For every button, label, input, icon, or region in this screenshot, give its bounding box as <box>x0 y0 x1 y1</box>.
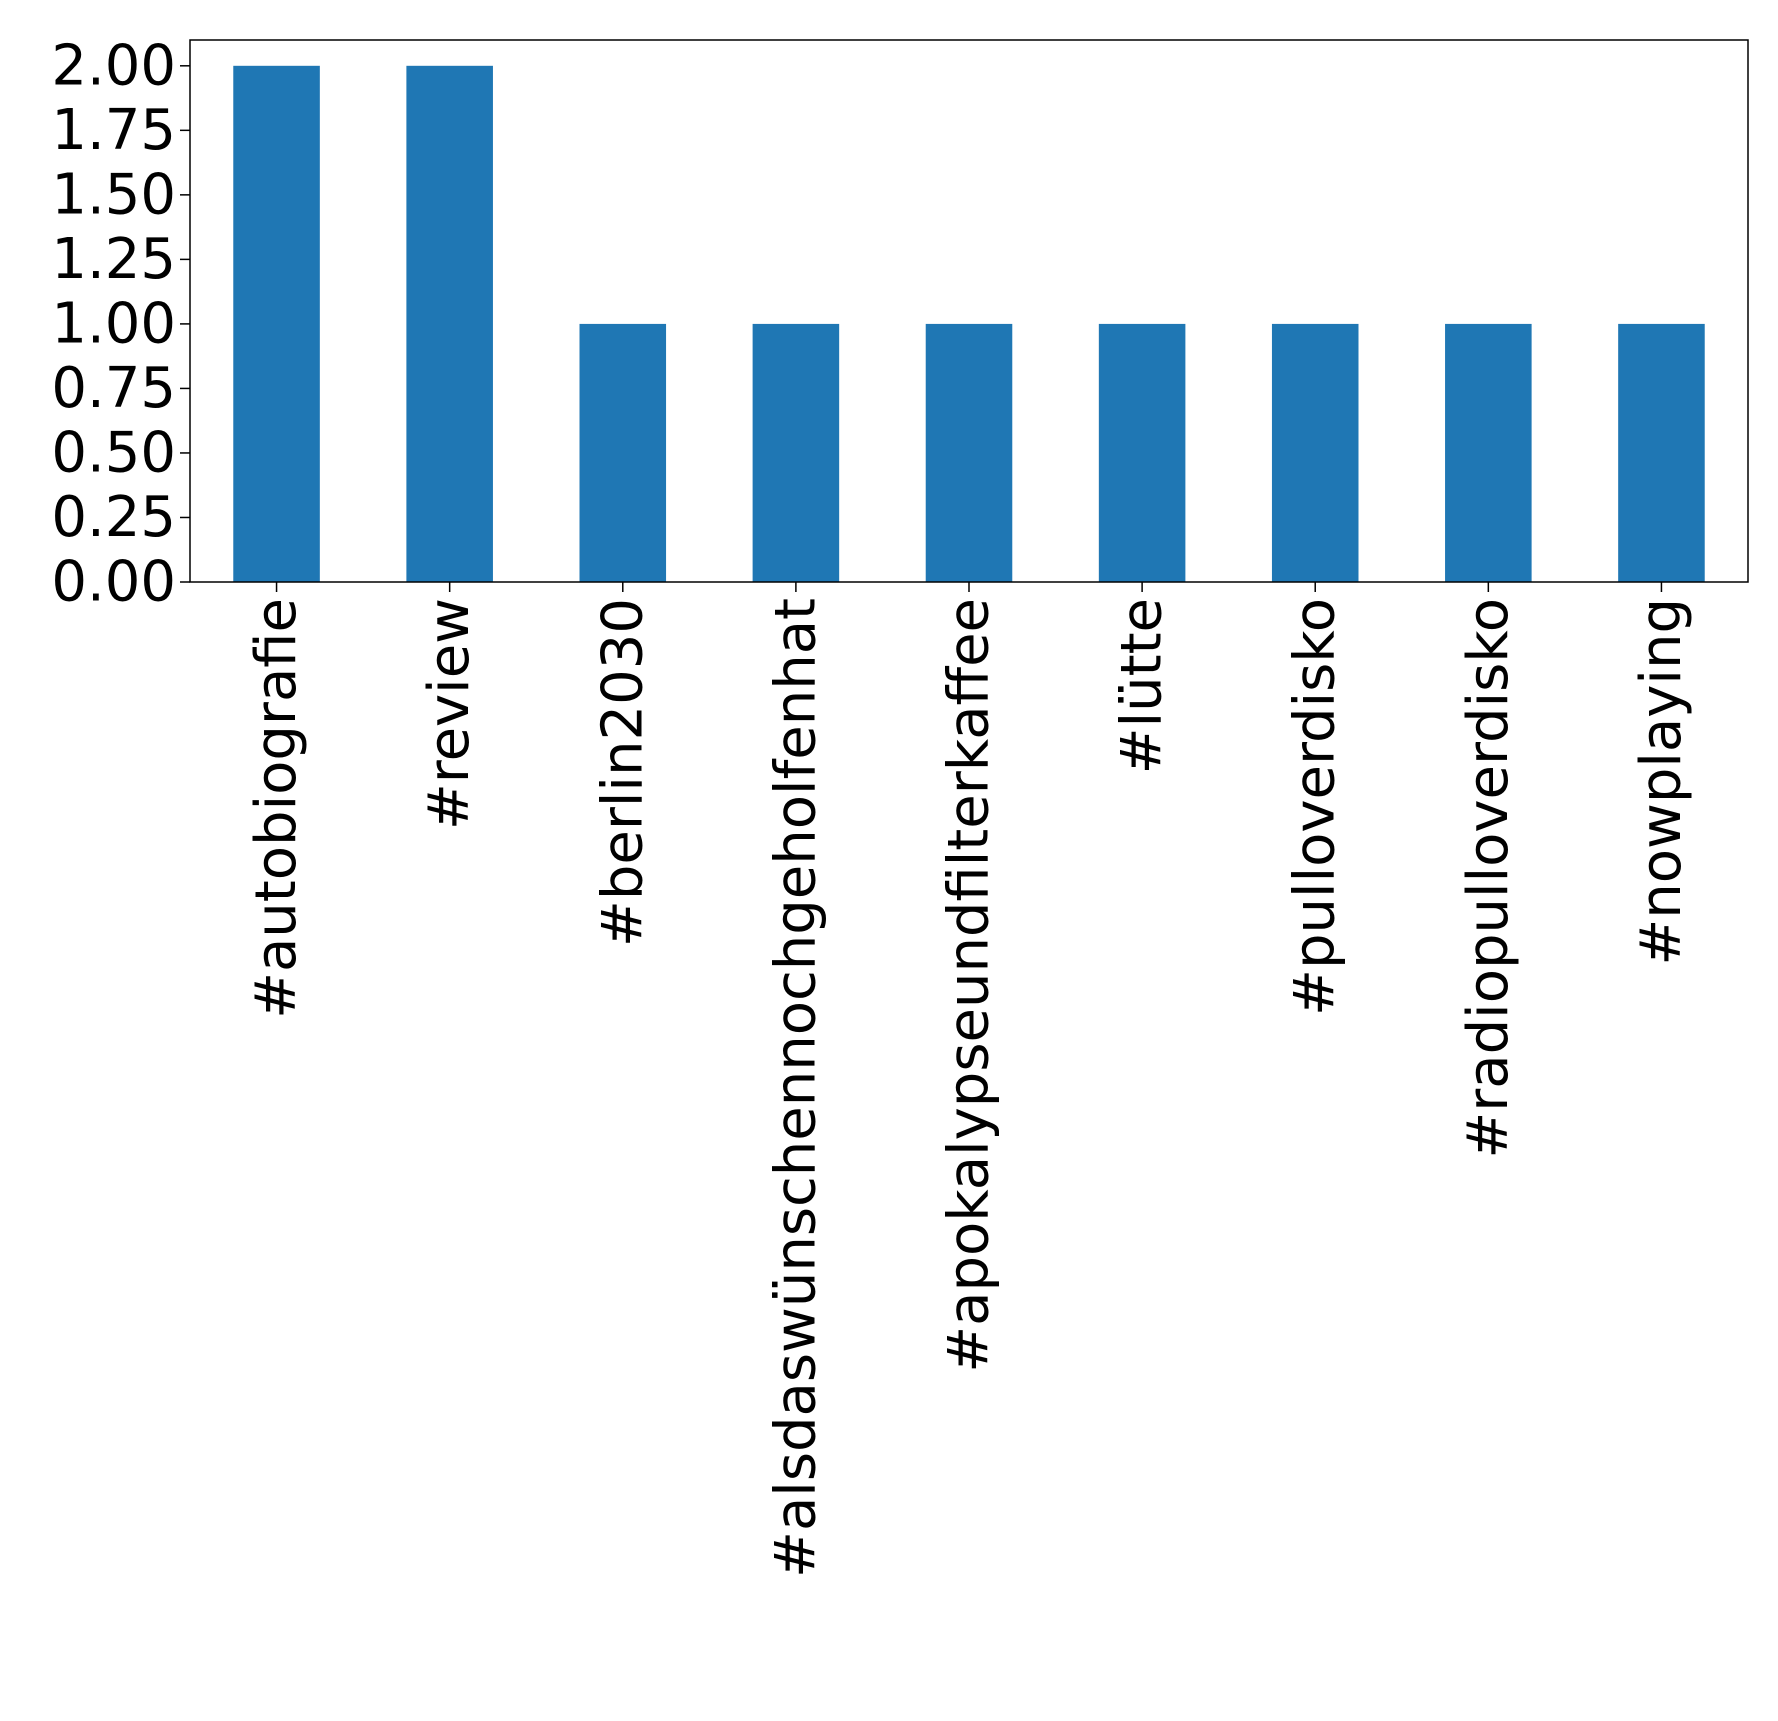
y-tick-label: 2.00 <box>51 33 176 98</box>
bar-7 <box>1445 323 1532 582</box>
x-tick-label: #alsdaswünschennochgeholfenhat <box>763 598 828 1578</box>
bar-3 <box>752 323 840 582</box>
plot-frame <box>189 39 1749 583</box>
x-tick-label: #apokalypseundfilterkaffee <box>937 598 1002 1373</box>
y-tick-label: 0.25 <box>51 485 176 550</box>
x-tick-label: #nowplaying <box>1629 598 1694 966</box>
x-tick-label: #autobiografie <box>244 598 309 1019</box>
y-tick-label: 0.75 <box>51 356 176 421</box>
y-tick-label: 1.25 <box>51 227 176 292</box>
x-tick-label: #review <box>417 598 482 830</box>
y-axis: 0.000.250.500.751.001.251.501.752.00 <box>51 33 190 615</box>
bar-1 <box>406 65 493 583</box>
bar-4 <box>925 323 1013 582</box>
y-tick-label: 0.00 <box>51 550 176 615</box>
y-tick-label: 0.50 <box>51 420 176 485</box>
x-tick-label: #lütte <box>1110 598 1175 774</box>
bar-5 <box>1098 323 1186 582</box>
x-tick-label: #pulloverdisko <box>1283 598 1348 1016</box>
y-tick-label: 1.75 <box>51 98 176 163</box>
x-tick-label: #berlin2030 <box>590 598 655 947</box>
x-axis: #autobiografie #review #berlin2030 #alsdasw… <box>244 582 1694 1578</box>
x-tick-label: #radiopulloverdisko <box>1456 598 1521 1159</box>
bar-2 <box>579 323 667 582</box>
y-tick-label: 1.50 <box>51 162 176 227</box>
bar-6 <box>1271 323 1359 582</box>
y-tick-label: 1.00 <box>51 291 176 356</box>
bar-8 <box>1618 323 1705 582</box>
bar-0 <box>233 65 320 583</box>
bars-group <box>233 65 1705 583</box>
